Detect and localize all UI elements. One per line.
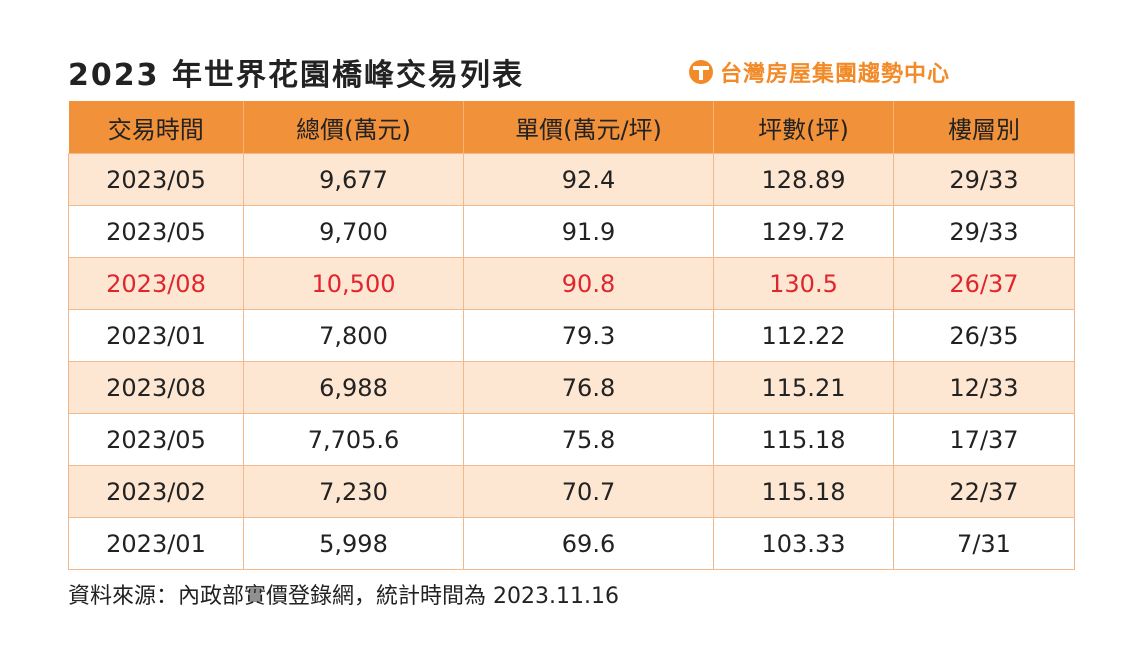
page-title: 2023 年世界花園橋峰交易列表 <box>68 58 524 93</box>
cell-area: 103.33 <box>713 517 894 570</box>
header-floor: 樓層別 <box>893 101 1075 154</box>
brand-logo: 台灣房屋集團趨勢中心 <box>688 56 950 88</box>
cell-area: 129.72 <box>713 205 894 258</box>
source-note: 資料來源：內政部實價登錄網，統計時間為 2023.11.16 <box>68 584 619 609</box>
cell-total-price: 9,677 <box>243 153 464 206</box>
cell-area: 130.5 <box>713 257 894 310</box>
table-row: 2023/05 9,677 92.4 128.89 29/33 <box>68 153 1075 206</box>
cell-date: 2023/05 <box>68 413 244 466</box>
table-row: 2023/02 7,230 70.7 115.18 22/37 <box>68 465 1075 518</box>
table-row: 2023/08 6,988 76.8 115.21 12/33 <box>68 361 1075 414</box>
cell-total-price: 7,800 <box>243 309 464 362</box>
cell-floor: 17/37 <box>893 413 1075 466</box>
cell-date: 2023/02 <box>68 465 244 518</box>
table-row: 2023/01 5,998 69.6 103.33 7/31 <box>68 517 1075 570</box>
cell-unit-price: 90.8 <box>463 257 714 310</box>
cell-total-price: 5,998 <box>243 517 464 570</box>
cell-date: 2023/08 <box>68 257 244 310</box>
cell-date: 2023/08 <box>68 361 244 414</box>
cell-floor: 29/33 <box>893 153 1075 206</box>
header-unit-price: 單價(萬元/坪) <box>463 101 714 154</box>
table-row: 2023/01 7,800 79.3 112.22 26/35 <box>68 309 1075 362</box>
table-header-row: 交易時間 總價(萬元) 單價(萬元/坪) 坪數(坪) 樓層別 <box>68 101 1075 154</box>
cell-unit-price: 91.9 <box>463 205 714 258</box>
cell-floor: 26/37 <box>893 257 1075 310</box>
header-transaction-time: 交易時間 <box>68 101 244 154</box>
cell-date: 2023/01 <box>68 517 244 570</box>
cell-date: 2023/05 <box>68 205 244 258</box>
cell-total-price: 7,705.6 <box>243 413 464 466</box>
brand-name: 台灣房屋集團趨勢中心 <box>720 62 951 87</box>
cell-unit-price: 70.7 <box>463 465 714 518</box>
header-area: 坪數(坪) <box>713 101 894 154</box>
cell-unit-price: 92.4 <box>463 153 714 206</box>
cell-total-price: 9,700 <box>243 205 464 258</box>
cell-total-price: 6,988 <box>243 361 464 414</box>
table-row-highlighted: 2023/08 10,500 90.8 130.5 26/37 <box>68 257 1075 310</box>
cell-floor: 12/33 <box>893 361 1075 414</box>
cell-area: 115.18 <box>713 413 894 466</box>
cell-floor: 29/33 <box>893 205 1075 258</box>
cell-unit-price: 79.3 <box>463 309 714 362</box>
header-total-price: 總價(萬元) <box>243 101 464 154</box>
cell-date: 2023/01 <box>68 309 244 362</box>
cell-area: 115.21 <box>713 361 894 414</box>
cell-date: 2023/05 <box>68 153 244 206</box>
transaction-table: 交易時間 總價(萬元) 單價(萬元/坪) 坪數(坪) 樓層別 2023/05 9… <box>68 101 1075 570</box>
cell-total-price: 7,230 <box>243 465 464 518</box>
cell-unit-price: 75.8 <box>463 413 714 466</box>
cell-floor: 26/35 <box>893 309 1075 362</box>
cell-unit-price: 76.8 <box>463 361 714 414</box>
cell-area: 112.22 <box>713 309 894 362</box>
cell-area: 128.89 <box>713 153 894 206</box>
cell-area: 115.18 <box>713 465 894 518</box>
table-row: 2023/05 9,700 91.9 129.72 29/33 <box>68 205 1075 258</box>
logo-t-icon <box>689 60 713 84</box>
table-row: 2023/05 7,705.6 75.8 115.18 17/37 <box>68 413 1075 466</box>
cell-unit-price: 69.6 <box>463 517 714 570</box>
cell-floor: 7/31 <box>893 517 1075 570</box>
cell-total-price: 10,500 <box>243 257 464 310</box>
cell-floor: 22/37 <box>893 465 1075 518</box>
